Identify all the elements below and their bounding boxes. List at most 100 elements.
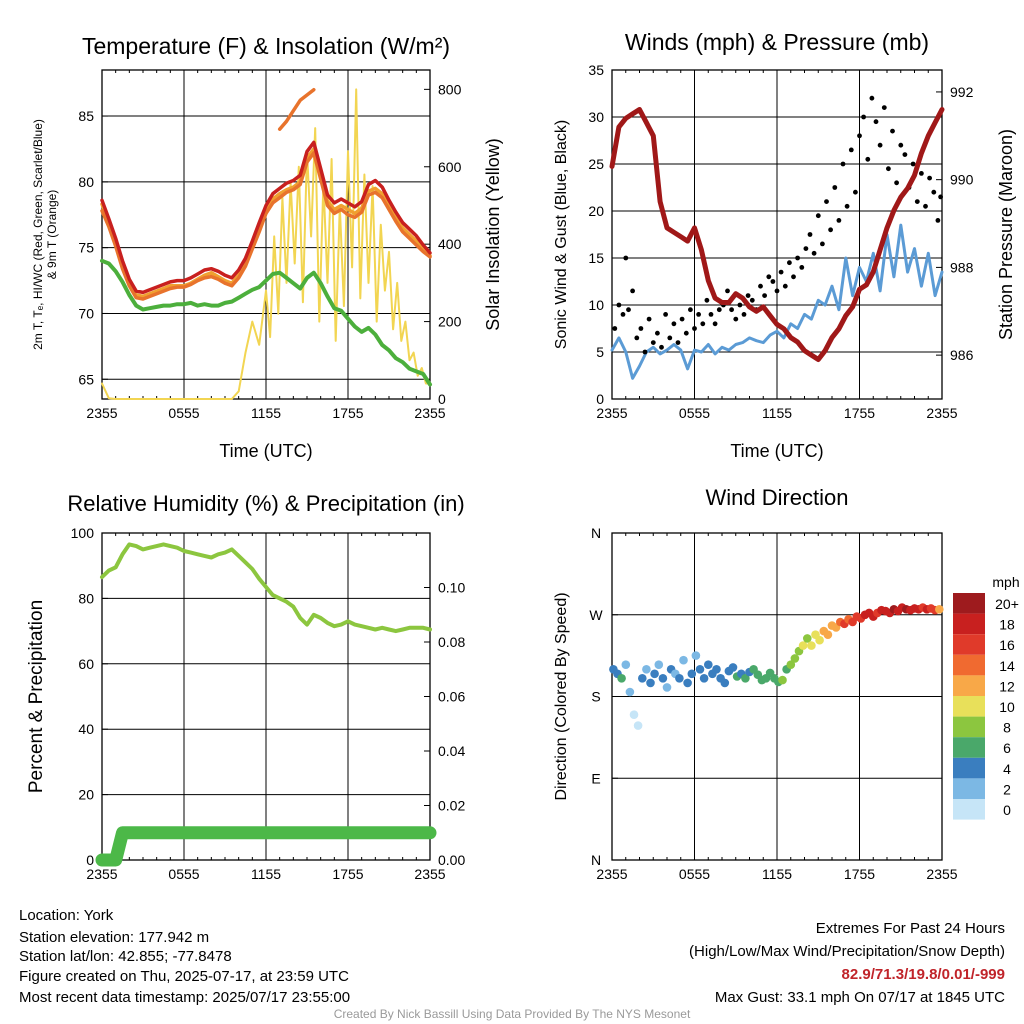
direction-point — [712, 665, 721, 674]
direction-point — [621, 660, 631, 669]
gust-point — [869, 95, 875, 101]
gust-point — [799, 265, 805, 270]
temperature-x-tick-label: 1755 — [332, 405, 363, 421]
temperature-y2-tick-label: 600 — [438, 159, 462, 175]
legend-label: 12 — [999, 678, 1015, 694]
gust-point — [749, 297, 755, 303]
heat_index-line-4 — [277, 87, 316, 131]
gust-point — [612, 326, 618, 331]
gust-point — [642, 349, 648, 355]
legend-label: 18 — [999, 617, 1015, 633]
humidity-y2-tick-label: 0.02 — [438, 798, 465, 814]
created-text: Figure created on Thu, 2025-07-17, at 23… — [19, 968, 349, 985]
temperature-y2-tick-label: 400 — [438, 236, 462, 252]
gust-point — [634, 335, 640, 341]
gust-point — [716, 307, 722, 313]
wind-direction-y-tick-label: W — [589, 607, 603, 623]
wind-direction-y-tick-label: N — [591, 852, 601, 868]
temperature-x-tick-label: 2355 — [414, 405, 445, 421]
gust-point — [745, 293, 751, 298]
gust-point — [667, 335, 673, 341]
dewpoint-line-3 — [100, 258, 432, 387]
winds-y-tick-label: 0 — [596, 391, 604, 407]
direction-point — [790, 654, 800, 663]
direction-point — [638, 674, 647, 683]
gust-point — [857, 133, 862, 139]
humidity-y-tick-label: 40 — [78, 721, 94, 737]
pressure-line — [609, 107, 945, 362]
gust-point — [626, 307, 631, 313]
gust-point — [824, 199, 829, 205]
extremes-title: Extremes For Past 24 Hours — [815, 920, 1005, 937]
temperature-y-tick-label: 85 — [78, 108, 94, 124]
gust-point — [679, 316, 685, 322]
gust-point — [646, 316, 652, 322]
legend-label: 14 — [999, 658, 1015, 674]
heat_index-line-1 — [100, 151, 432, 301]
direction-point — [650, 669, 659, 679]
legend-swatch — [953, 757, 985, 779]
direction-point — [798, 641, 808, 650]
direction-point — [815, 635, 824, 645]
winds-y-tick-label: 25 — [588, 156, 604, 172]
temperature-x-tick-label: 2355 — [86, 405, 117, 421]
legend-swatch — [953, 634, 985, 655]
gust-point — [671, 321, 677, 327]
gust-point — [675, 340, 681, 345]
gust-point — [815, 213, 821, 219]
legend-swatch — [953, 696, 985, 717]
gust-point — [919, 171, 924, 176]
direction-point — [823, 630, 833, 639]
winds-y2-tick-label: 992 — [950, 84, 974, 100]
gust-point — [848, 147, 854, 153]
temp-line-2 — [100, 140, 432, 295]
winds-y-tick-label: 10 — [588, 297, 604, 313]
relative-humidity-line — [100, 542, 432, 634]
winds-x-tick-label: 2355 — [926, 405, 957, 421]
gust-point — [725, 288, 730, 294]
gust-point — [791, 274, 796, 280]
humidity-ylabel: Percent & Precipitation — [26, 600, 47, 793]
winds-ylabel-right: Station Pressure (Maroon) — [996, 129, 1016, 340]
extremes-subtitle: (High/Low/Max Wind/Precipitation/Snow De… — [689, 943, 1005, 960]
temperature-ylabel-right: Solar Insolation (Yellow) — [483, 138, 503, 330]
winds-y-tick-label: 5 — [596, 344, 604, 360]
humidity-x-tick-label: 1755 — [332, 866, 363, 882]
elevation-text: Station elevation: 177.942 m — [19, 929, 210, 946]
gust-point — [844, 203, 850, 209]
winds-y2-tick-label: 988 — [950, 259, 974, 275]
humidity-x-tick-label: 2355 — [414, 866, 445, 882]
direction-point — [786, 660, 796, 669]
legend-swatch — [953, 675, 985, 696]
direction-point — [625, 687, 635, 697]
gust-point — [795, 255, 800, 261]
humidity-y-tick-label: 20 — [78, 787, 94, 803]
wind-direction-x-tick-label: 1755 — [844, 866, 875, 882]
gust-point — [758, 283, 763, 289]
winds-title: Winds (mph) & Pressure (mb) — [625, 29, 929, 55]
gust-point — [898, 142, 904, 148]
gust-point — [729, 307, 734, 313]
gust-point — [853, 189, 858, 195]
winds-ylabel: Sonic Wind & Gust (Blue, Black) — [553, 120, 570, 349]
humidity-title: Relative Humidity (%) & Precipitation (i… — [67, 491, 464, 516]
gust-point — [881, 105, 887, 110]
temperature-x-tick-label: 1155 — [251, 405, 281, 421]
winds-x-tick-label: 1155 — [762, 405, 792, 421]
winds-y-tick-label: 35 — [588, 62, 604, 78]
gust-point — [803, 246, 809, 252]
gust-point — [910, 161, 916, 167]
extremes-values: 82.9/71.3/19.8/0.01/-999 — [841, 966, 1005, 983]
gust-point — [663, 312, 668, 317]
credit-text: Created By Nick Bassill Using Data Provi… — [333, 1007, 691, 1021]
gust-point — [733, 316, 739, 322]
gust-point — [708, 312, 714, 317]
direction-point — [679, 655, 688, 665]
gust-point — [659, 344, 664, 350]
temperature-y-tick-label: 75 — [78, 240, 94, 256]
direction-point — [691, 651, 701, 660]
legend-swatch — [953, 593, 985, 614]
direction-point — [617, 674, 626, 683]
direction-point — [935, 605, 944, 614]
